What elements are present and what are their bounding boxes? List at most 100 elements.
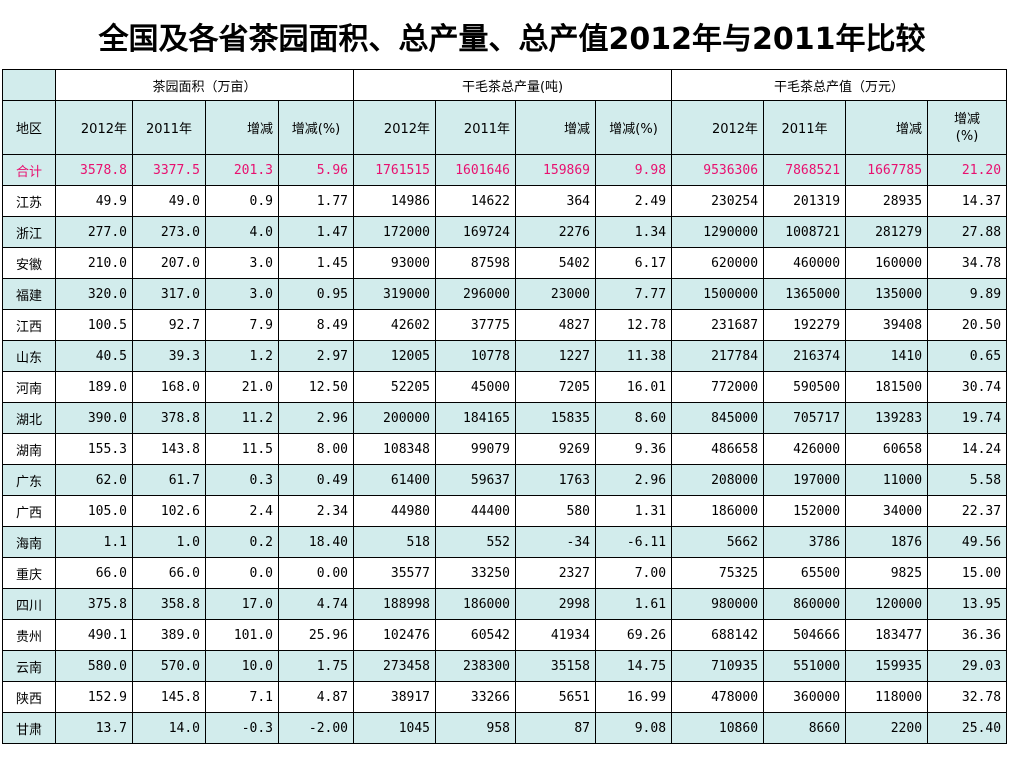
value-cell: 35158 — [515, 650, 597, 682]
value-cell: 2.49 — [595, 185, 673, 217]
region-cell: 合计 — [2, 154, 56, 186]
value-cell: 710935 — [671, 650, 765, 682]
value-cell: 3377.5 — [132, 154, 206, 186]
header-output-2012: 2012年 — [353, 100, 437, 155]
value-cell: 152000 — [763, 495, 847, 527]
value-cell: 317.0 — [132, 278, 206, 310]
value-cell: 197000 — [763, 464, 847, 496]
value-cell: 4.87 — [277, 681, 355, 713]
table-body: 合计 3578.8 3377.5 201.3 5.96 1761515 1601646 159… — [2, 154, 1008, 744]
value-cell: 9.36 — [595, 433, 673, 465]
value-cell: 23000 — [515, 278, 597, 310]
value-cell: 490.1 — [55, 619, 133, 651]
value-cell: 208000 — [671, 464, 765, 496]
value-cell: 378.8 — [132, 402, 206, 434]
value-cell: 12.50 — [277, 371, 355, 403]
region-cell: 甘肃 — [2, 712, 56, 744]
value-cell: 1.45 — [277, 247, 355, 279]
value-cell: 0.00 — [277, 557, 355, 589]
value-cell: 320.0 — [55, 278, 133, 310]
region-cell: 广西 — [2, 495, 56, 527]
group-header-output: 干毛茶总产量(吨) — [353, 69, 673, 101]
value-cell: 1.0 — [132, 526, 206, 558]
header-output-change-pct: 增减(%) — [595, 100, 673, 155]
table-row: 安徽 210.0 207.0 3.0 1.45 93000 87598 5402 6.17 620… — [2, 247, 1008, 279]
table-row: 海南 1.1 1.0 0.2 18.40 518 552 -34 -6.11 5662 3786 18… — [2, 526, 1008, 558]
value-cell: 1763 — [515, 464, 597, 496]
value-cell: 145.8 — [132, 681, 206, 713]
value-cell: 6.17 — [595, 247, 673, 279]
value-cell: 0.3 — [205, 464, 279, 496]
value-cell: 61400 — [353, 464, 437, 496]
value-cell: 143.8 — [132, 433, 206, 465]
value-cell: 2.4 — [205, 495, 279, 527]
table-row: 河南 189.0 168.0 21.0 12.50 52205 45000 7205 16.01… — [2, 371, 1008, 403]
region-cell: 湖北 — [2, 402, 56, 434]
value-cell: 15.00 — [927, 557, 1008, 589]
value-cell: 1.1 — [55, 526, 133, 558]
value-cell: 169724 — [435, 216, 517, 248]
value-cell: 12005 — [353, 340, 437, 372]
value-cell: 69.26 — [595, 619, 673, 651]
value-cell: 504666 — [763, 619, 847, 651]
value-cell: 45000 — [435, 371, 517, 403]
value-cell: 27.88 — [927, 216, 1008, 248]
region-cell: 福建 — [2, 278, 56, 310]
value-cell: 35577 — [353, 557, 437, 589]
value-cell: 1008721 — [763, 216, 847, 248]
value-cell: 10.0 — [205, 650, 279, 682]
value-cell: 17.0 — [205, 588, 279, 620]
value-cell: 231687 — [671, 309, 765, 341]
value-cell: 155.3 — [55, 433, 133, 465]
value-cell: 87598 — [435, 247, 517, 279]
value-cell: 42602 — [353, 309, 437, 341]
region-cell: 陕西 — [2, 681, 56, 713]
value-cell: 358.8 — [132, 588, 206, 620]
value-cell: 11000 — [845, 464, 929, 496]
value-cell: 9.98 — [595, 154, 673, 186]
value-cell: 552 — [435, 526, 517, 558]
table-row: 江苏 49.9 49.0 0.9 1.77 14986 14622 364 2.49 230254… — [2, 185, 1008, 217]
value-cell: 60542 — [435, 619, 517, 651]
table-row: 山东 40.5 39.3 1.2 2.97 12005 10778 1227 11.38 2177… — [2, 340, 1008, 372]
value-cell: 108348 — [353, 433, 437, 465]
value-cell: 184165 — [435, 402, 517, 434]
value-cell: 217784 — [671, 340, 765, 372]
value-cell: 207.0 — [132, 247, 206, 279]
value-cell: 9.08 — [595, 712, 673, 744]
region-cell: 四川 — [2, 588, 56, 620]
value-cell: 0.0 — [205, 557, 279, 589]
value-cell: 9536306 — [671, 154, 765, 186]
value-cell: 3.0 — [205, 278, 279, 310]
value-cell: 580 — [515, 495, 597, 527]
value-cell: 230254 — [671, 185, 765, 217]
header-value-2011: 2011年 — [763, 100, 847, 155]
value-cell: 9269 — [515, 433, 597, 465]
value-cell: 389.0 — [132, 619, 206, 651]
value-cell: 518 — [353, 526, 437, 558]
value-cell: 87 — [515, 712, 597, 744]
value-cell: 7.00 — [595, 557, 673, 589]
value-cell: 61.7 — [132, 464, 206, 496]
region-cell: 山东 — [2, 340, 56, 372]
region-cell: 浙江 — [2, 216, 56, 248]
value-cell: 39.3 — [132, 340, 206, 372]
value-cell: 66.0 — [55, 557, 133, 589]
value-cell: 2.34 — [277, 495, 355, 527]
value-cell: 360000 — [763, 681, 847, 713]
value-cell: 2998 — [515, 588, 597, 620]
value-cell: 860000 — [763, 588, 847, 620]
table-row: 贵州 490.1 389.0 101.0 25.96 102476 60542 41934 69… — [2, 619, 1008, 651]
value-cell: 2327 — [515, 557, 597, 589]
value-cell: 5402 — [515, 247, 597, 279]
value-cell: 277.0 — [55, 216, 133, 248]
value-cell: 25.96 — [277, 619, 355, 651]
value-cell: 9825 — [845, 557, 929, 589]
table-row: 云南 580.0 570.0 10.0 1.75 273458 238300 35158 14.… — [2, 650, 1008, 682]
value-cell: 160000 — [845, 247, 929, 279]
value-cell: 21.20 — [927, 154, 1008, 186]
value-cell: 34.78 — [927, 247, 1008, 279]
header-value-2012: 2012年 — [671, 100, 765, 155]
value-cell: 1.47 — [277, 216, 355, 248]
value-cell: 30.74 — [927, 371, 1008, 403]
